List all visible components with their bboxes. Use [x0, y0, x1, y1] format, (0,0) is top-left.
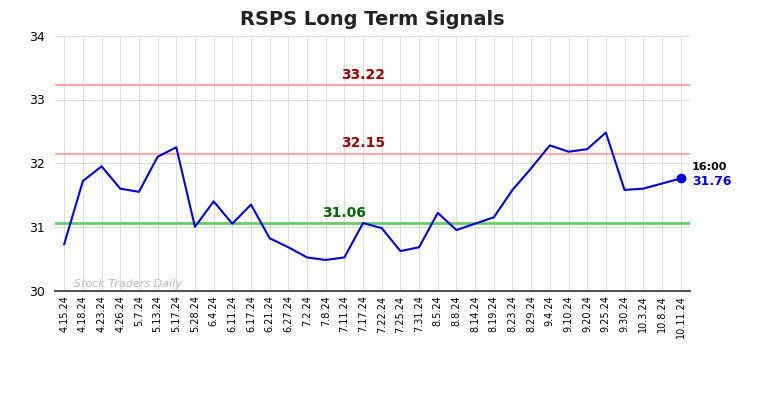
- Title: RSPS Long Term Signals: RSPS Long Term Signals: [240, 10, 505, 29]
- Text: 31.06: 31.06: [321, 206, 365, 220]
- Text: 16:00: 16:00: [691, 162, 728, 172]
- Text: 33.22: 33.22: [341, 68, 385, 82]
- Text: 32.15: 32.15: [340, 136, 385, 150]
- Text: Stock Traders Daily: Stock Traders Daily: [74, 279, 182, 289]
- Text: 31.76: 31.76: [691, 175, 731, 188]
